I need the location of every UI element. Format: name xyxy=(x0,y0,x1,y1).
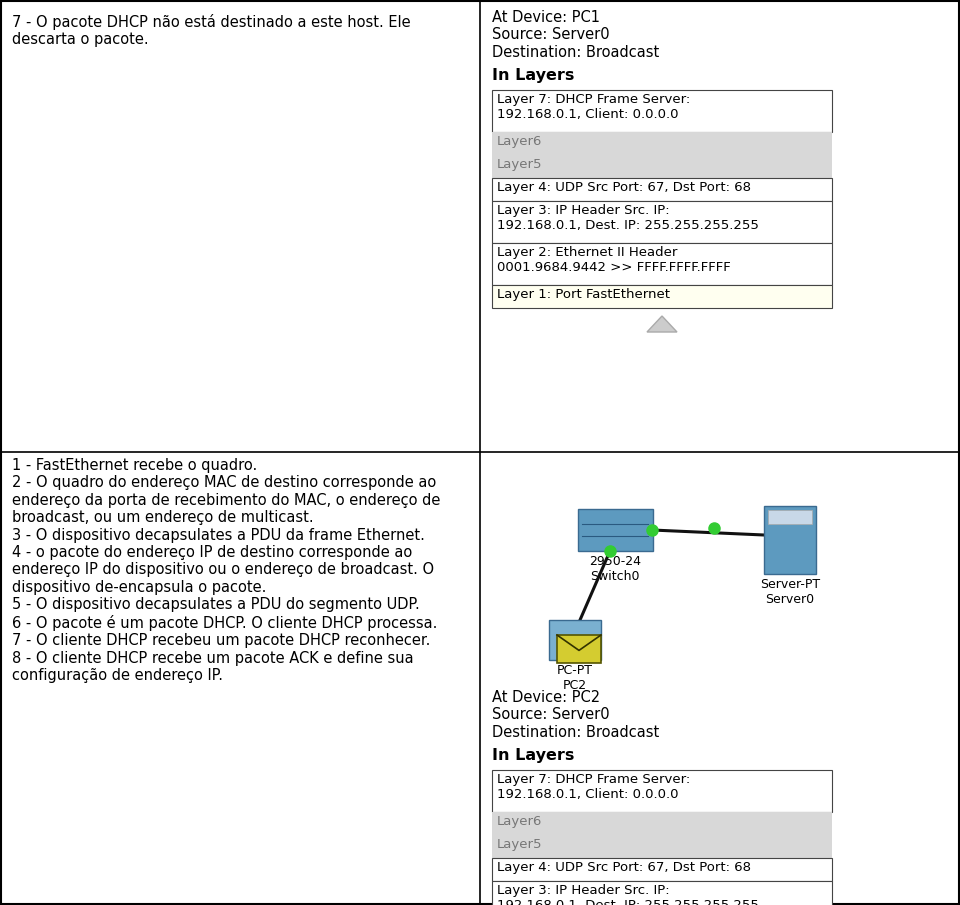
Bar xyxy=(492,155,832,178)
Polygon shape xyxy=(647,316,677,332)
Text: At Device: PC2
Source: Server0
Destination: Broadcast: At Device: PC2 Source: Server0 Destinati… xyxy=(492,690,660,739)
Text: Layer5: Layer5 xyxy=(497,838,542,851)
Bar xyxy=(557,635,601,663)
Text: 7 - O pacote DHCP não está destinado a este host. Ele
descarta o pacote.: 7 - O pacote DHCP não está destinado a e… xyxy=(12,14,411,47)
Text: 2950-24
Switch0: 2950-24 Switch0 xyxy=(589,555,641,583)
Text: Server-PT
Server0: Server-PT Server0 xyxy=(760,578,820,606)
Text: At Device: PC1
Source: Server0
Destination: Broadcast: At Device: PC1 Source: Server0 Destinati… xyxy=(492,10,660,60)
Text: Layer 4: UDP Src Port: 67, Dst Port: 68: Layer 4: UDP Src Port: 67, Dst Port: 68 xyxy=(497,181,751,194)
Text: Layer 1: Port FastEthernet: Layer 1: Port FastEthernet xyxy=(497,288,670,301)
Bar xyxy=(492,243,832,285)
Bar xyxy=(492,132,832,155)
Text: Layer 2: Ethernet II Header
0001.9684.9442 >> FFFF.FFFF.FFFF: Layer 2: Ethernet II Header 0001.9684.94… xyxy=(497,246,731,274)
Text: Layer6: Layer6 xyxy=(497,135,542,148)
Text: Layer 7: DHCP Frame Server:
192.168.0.1, Client: 0.0.0.0: Layer 7: DHCP Frame Server: 192.168.0.1,… xyxy=(497,773,690,801)
Bar xyxy=(492,812,832,835)
Text: 1 - FastEthernet recebe o quadro.
2 - O quadro do endereço MAC de destino corres: 1 - FastEthernet recebe o quadro. 2 - O … xyxy=(12,458,441,683)
Bar xyxy=(578,509,653,551)
Bar xyxy=(492,201,832,243)
Bar xyxy=(492,835,832,858)
Text: Layer5: Layer5 xyxy=(497,158,542,171)
Text: PC-PT
PC2: PC-PT PC2 xyxy=(557,664,593,692)
Text: Layer 7: DHCP Frame Server:
192.168.0.1, Client: 0.0.0.0: Layer 7: DHCP Frame Server: 192.168.0.1,… xyxy=(497,93,690,121)
Bar xyxy=(764,506,816,574)
Bar xyxy=(492,90,832,132)
Bar xyxy=(492,285,832,308)
Text: Layer6: Layer6 xyxy=(497,815,542,828)
Bar xyxy=(768,510,812,524)
Text: In Layers: In Layers xyxy=(492,748,574,763)
Bar xyxy=(492,858,832,881)
Text: Layer 4: UDP Src Port: 67, Dst Port: 68: Layer 4: UDP Src Port: 67, Dst Port: 68 xyxy=(497,861,751,874)
Text: Layer 3: IP Header Src. IP:
192.168.0.1, Dest. IP: 255.255.255.255: Layer 3: IP Header Src. IP: 192.168.0.1,… xyxy=(497,204,758,232)
Bar xyxy=(492,178,832,201)
Bar xyxy=(549,620,601,660)
Text: Layer 3: IP Header Src. IP:
192.168.0.1, Dest. IP: 255.255.255.255: Layer 3: IP Header Src. IP: 192.168.0.1,… xyxy=(497,884,758,905)
Bar xyxy=(492,881,832,905)
Bar xyxy=(492,770,832,812)
Text: In Layers: In Layers xyxy=(492,68,574,83)
